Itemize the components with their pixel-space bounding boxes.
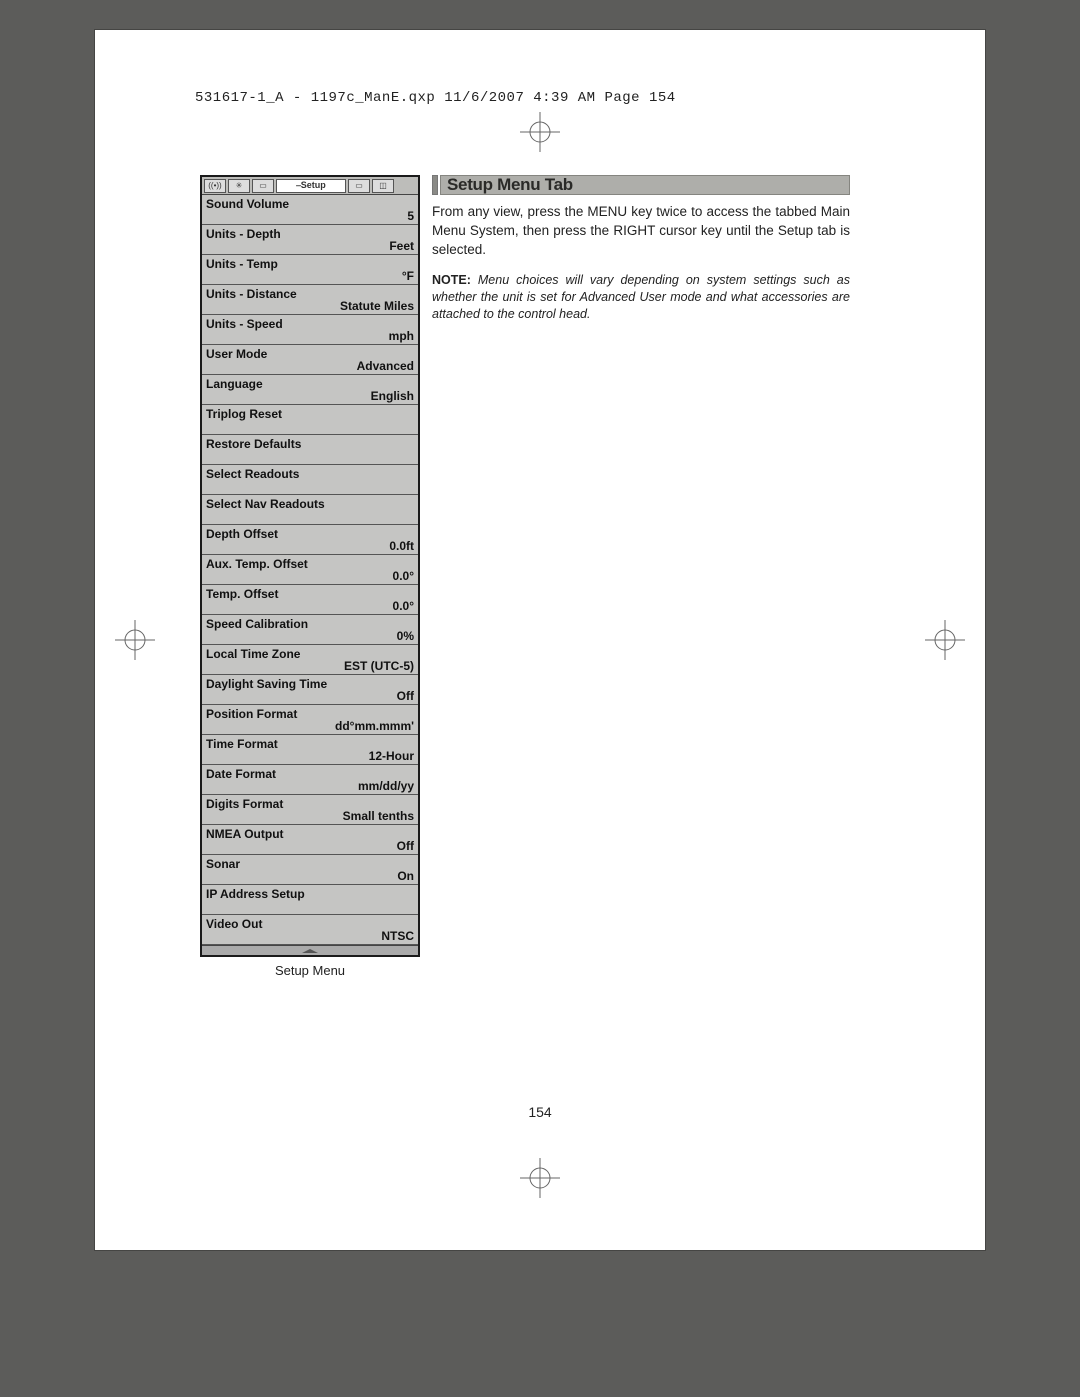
menu-item-label: NMEA Output: [206, 827, 414, 841]
menu-item: Triplog Reset: [202, 405, 418, 435]
menu-item-value: °F: [402, 269, 414, 283]
section-title: Setup Menu Tab: [447, 175, 573, 195]
menu-item-label: Sound Volume: [206, 197, 414, 211]
menu-item-value: 0%: [397, 629, 414, 643]
menu-item: Units - Temp°F: [202, 255, 418, 285]
menu-item: Units - DistanceStatute Miles: [202, 285, 418, 315]
setup-menu-panel: ((•)) ✳ ▭ ⎯Setup ▭ ◫ Sound Volume5Units …: [200, 175, 420, 957]
menu-item-value: mm/dd/yy: [358, 779, 414, 793]
menu-item-value: 5: [407, 209, 414, 223]
menu-item: Sound Volume5: [202, 195, 418, 225]
running-header: 531617-1_A - 1197c_ManE.qxp 11/6/2007 4:…: [195, 90, 676, 106]
menu-item-value: 0.0°: [393, 599, 414, 613]
menu-item-value: On: [397, 869, 414, 883]
menu-item-label: Units - Depth: [206, 227, 414, 241]
setup-tab-active: ⎯Setup: [276, 179, 346, 193]
menu-item-value: Small tenths: [343, 809, 414, 823]
menu-item: Speed Calibration0%: [202, 615, 418, 645]
menu-item: Select Nav Readouts: [202, 495, 418, 525]
menu-item-label: Aux. Temp. Offset: [206, 557, 414, 571]
crop-mark-right: [925, 620, 965, 660]
menu-item-label: Sonar: [206, 857, 414, 871]
menu-item: LanguageEnglish: [202, 375, 418, 405]
menu-item: Units - Speedmph: [202, 315, 418, 345]
menu-item-value: 0.0ft: [389, 539, 414, 553]
menu-column: ((•)) ✳ ▭ ⎯Setup ▭ ◫ Sound Volume5Units …: [200, 175, 420, 984]
menu-item-label: Speed Calibration: [206, 617, 414, 631]
menu-item-label: IP Address Setup: [206, 887, 414, 901]
crop-mark-bottom: [520, 1158, 560, 1198]
menu-item-value: Off: [397, 689, 414, 703]
crop-mark-left: [115, 620, 155, 660]
title-bar-bg: Setup Menu Tab: [440, 175, 850, 195]
tab-bar: ((•)) ✳ ▭ ⎯Setup ▭ ◫: [202, 177, 418, 195]
menu-item: Local Time ZoneEST (UTC-5): [202, 645, 418, 675]
menu-item: IP Address Setup: [202, 885, 418, 915]
text-column: Setup Menu Tab From any view, press the …: [432, 175, 850, 335]
menu-item-label: Units - Speed: [206, 317, 414, 331]
menu-item: Restore Defaults: [202, 435, 418, 465]
item-tab-icon: ▭: [348, 179, 370, 193]
menu-item: Date Formatmm/dd/yy: [202, 765, 418, 795]
page-number: 154: [528, 1104, 551, 1120]
title-dash-icon: [432, 175, 438, 195]
menu-item-label: Select Nav Readouts: [206, 497, 414, 511]
menu-item-value: Statute Miles: [340, 299, 414, 313]
crop-mark-top: [520, 112, 560, 152]
menu-item: User ModeAdvanced: [202, 345, 418, 375]
menu-caption: Setup Menu: [200, 957, 420, 984]
menu-item: Aux. Temp. Offset0.0°: [202, 555, 418, 585]
section-title-bar: Setup Menu Tab: [432, 175, 850, 195]
menu-item-value: NTSC: [381, 929, 414, 943]
content-area: ((•)) ✳ ▭ ⎯Setup ▭ ◫ Sound Volume5Units …: [200, 175, 850, 984]
menu-item: Units - DepthFeet: [202, 225, 418, 255]
menu-item-label: Triplog Reset: [206, 407, 414, 421]
menu-list: Sound Volume5Units - DepthFeetUnits - Te…: [202, 195, 418, 945]
menu-item-value: 0.0°: [393, 569, 414, 583]
menu-item-label: Temp. Offset: [206, 587, 414, 601]
menu-item-label: Depth Offset: [206, 527, 414, 541]
menu-item: Digits FormatSmall tenths: [202, 795, 418, 825]
menu-item-value: Off: [397, 839, 414, 853]
intro-paragraph: From any view, press the MENU key twice …: [432, 203, 850, 260]
menu-item-label: Units - Temp: [206, 257, 414, 271]
menu-item-value: 12-Hour: [369, 749, 414, 763]
menu-item: Position Formatdd°mm.mmm': [202, 705, 418, 735]
menu-item-label: Daylight Saving Time: [206, 677, 414, 691]
sonar-tab-icon: ((•)): [204, 179, 226, 193]
menu-item: Temp. Offset0.0°: [202, 585, 418, 615]
menu-item: Video OutNTSC: [202, 915, 418, 945]
menu-item: Depth Offset0.0ft: [202, 525, 418, 555]
menu-item: Time Format12-Hour: [202, 735, 418, 765]
manual-page: 531617-1_A - 1197c_ManE.qxp 11/6/2007 4:…: [95, 30, 985, 1250]
view-tab-icon: ▭: [252, 179, 274, 193]
light-tab-icon: ✳: [228, 179, 250, 193]
scroll-down-indicator: [202, 945, 418, 955]
menu-item: NMEA OutputOff: [202, 825, 418, 855]
note-text: Menu choices will vary depending on syst…: [432, 273, 850, 321]
menu-item-value: English: [371, 389, 414, 403]
note-paragraph: NOTE: Menu choices will vary depending o…: [432, 272, 850, 323]
menu-item-value: dd°mm.mmm': [335, 719, 414, 733]
menu-item-label: Select Readouts: [206, 467, 414, 481]
menu-item: Daylight Saving TimeOff: [202, 675, 418, 705]
menu-item: SonarOn: [202, 855, 418, 885]
menu-item-value: mph: [389, 329, 414, 343]
note-lead: NOTE:: [432, 273, 471, 287]
menu-item-value: Advanced: [357, 359, 414, 373]
menu-item: Select Readouts: [202, 465, 418, 495]
accessory-tab-icon: ◫: [372, 179, 394, 193]
menu-item-value: EST (UTC-5): [344, 659, 414, 673]
menu-item-label: Restore Defaults: [206, 437, 414, 451]
menu-item-value: Feet: [389, 239, 414, 253]
